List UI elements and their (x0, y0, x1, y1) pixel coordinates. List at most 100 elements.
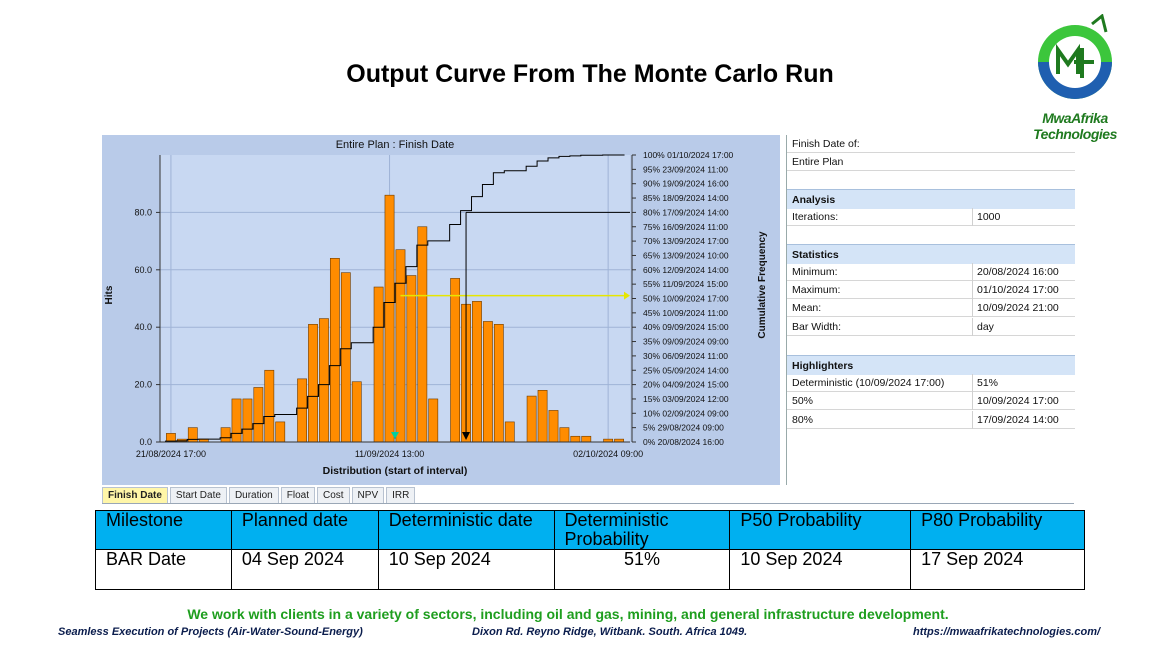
histogram-bar (340, 272, 351, 443)
bar-width-value: day (977, 321, 994, 333)
histogram-bar (526, 395, 537, 443)
cumulative-tick-label: 25% 05/09/2024 14:00 (643, 365, 729, 375)
highlighters-header-label: Highlighters (792, 360, 854, 372)
footer-slogan: Seamless Execution of Projects (Air-Wate… (58, 626, 363, 638)
cumulative-tick-label: 65% 13/09/2024 10:00 (643, 250, 729, 260)
cumulative-tick-label: 0% 20/08/2024 16:00 (643, 437, 724, 447)
histogram-bar (559, 427, 570, 443)
slide-title: Output Curve From The Monte Carlo Run (346, 60, 834, 88)
p80-arrow-down (462, 432, 471, 440)
p50-label: 50% (792, 395, 814, 407)
chart-title: Entire Plan : Finish Date (336, 139, 455, 151)
tab-divider (102, 503, 1074, 504)
histogram-bar (297, 378, 307, 443)
tagline: We work with clients in a variety of sec… (187, 606, 949, 622)
maximum-value: 01/10/2024 17:00 (977, 284, 1059, 296)
tab-cost[interactable]: Cost (316, 487, 350, 504)
minimum-row: Minimum: 20/08/2024 16:00 (787, 263, 1075, 281)
histogram-bar (493, 324, 504, 443)
analysis-header-label: Analysis (792, 194, 836, 206)
histogram-bar (220, 427, 231, 443)
p50-value: 10/09/2024 17:00 (977, 395, 1059, 407)
cumulative-frequency-line (164, 154, 625, 442)
y-tick-label: 40.0 (134, 322, 152, 332)
histogram-bar (242, 398, 253, 443)
header-milestone: Milestone (95, 510, 232, 550)
y-tick-label: 80.0 (134, 207, 152, 217)
cell-milestone: BAR Date (95, 549, 232, 590)
tab-finish-date[interactable]: Finish Date (102, 487, 168, 504)
header-p80-probability: P80 Probability (910, 510, 1085, 550)
cell-p50-date: 10 Sep 2024 (729, 549, 912, 590)
histogram-bar (253, 387, 264, 443)
cumulative-tick-label: 50% 10/09/2024 17:00 (643, 294, 729, 304)
header-deterministic-date: Deterministic date (377, 510, 555, 550)
tab-duration[interactable]: Duration (228, 487, 279, 504)
footer-address: Dixon Rd. Reyno Ridge, Witbank. South. A… (472, 626, 748, 638)
finish-date-of-row: Finish Date of: (787, 135, 1075, 153)
cumulative-tick-label: 100% 01/10/2024 17:00 (643, 150, 734, 160)
table-header-row: Milestone Planned date Deterministic dat… (95, 510, 1085, 550)
entire-plan-row: Entire Plan (787, 153, 1075, 171)
header-p50-probability: P50 Probability (729, 510, 912, 550)
cumulative-tick-label: 80% 17/09/2024 14:00 (643, 207, 729, 217)
histogram-bar (548, 410, 559, 443)
y-axis-label: Hits (104, 285, 115, 304)
tab-npv[interactable]: NPV (351, 487, 385, 504)
x-tick-label: 21/08/2024 17:00 (136, 449, 206, 459)
histogram-bar (329, 258, 340, 443)
histogram-bar (395, 249, 406, 443)
bar-width-row: Bar Width: day (787, 318, 1075, 336)
histogram-bar (570, 435, 581, 443)
histogram-bar (581, 435, 592, 443)
cumulative-tick-label: 55% 11/09/2024 15:00 (643, 279, 728, 289)
cumulative-tick-label: 15% 03/09/2024 12:00 (643, 394, 729, 404)
logo-emblem-icon (1038, 13, 1112, 99)
cumulative-tick-label: 35% 09/09/2024 09:00 (643, 337, 729, 347)
cumulative-tick-label: 5% 29/08/2024 09:00 (643, 423, 724, 433)
deterministic-label: Deterministic (10/09/2024 17:00) (792, 377, 945, 389)
tab-float[interactable]: Float (280, 487, 315, 504)
maximum-row: Maximum: 01/10/2024 17:00 (787, 281, 1075, 299)
finish-date-of-label: Finish Date of: (792, 138, 860, 150)
entire-plan-label: Entire Plan (792, 156, 844, 168)
company-logo: MwaAfrika Technologies (1010, 13, 1140, 142)
cumulative-tick-label: 40% 09/09/2024 15:00 (643, 322, 729, 332)
logo-text: MwaAfrika Technologies (1033, 110, 1117, 142)
histogram-bar (406, 275, 417, 443)
mean-value: 10/09/2024 21:00 (977, 302, 1059, 314)
histogram-bar (351, 381, 362, 443)
histogram-bar (504, 421, 515, 443)
histogram-bar (373, 286, 384, 443)
y-tick-label: 60.0 (134, 265, 152, 275)
table-row: BAR Date 04 Sep 2024 10 Sep 2024 51% 10 … (95, 549, 1085, 590)
footer-website-link[interactable]: https://mwaafrikatechnologies.com/ (913, 626, 1101, 638)
chart-canvas: 80.0 60.0 40.0 20.0 0.0 21/08/2024 17:00 11/09… (102, 135, 780, 485)
cumulative-tick-label: 70% 13/09/2024 17:00 (643, 236, 729, 246)
cumulative-tick-label: 85% 18/09/2024 14:00 (643, 193, 729, 203)
mean-label: Mean: (792, 302, 822, 314)
header-deterministic-probability: Deterministic Probability (553, 510, 731, 550)
cumulative-tick-label: 90% 19/09/2024 16:00 (643, 179, 729, 189)
cumulative-tick-label: 95% 23/09/2024 11:00 (643, 164, 728, 174)
histogram-bar (537, 390, 548, 443)
histogram-bar (231, 398, 242, 443)
cumulative-tick-label: 30% 06/09/2024 11:00 (643, 351, 728, 361)
x-tick-label: 11/09/2024 13:00 (355, 449, 424, 459)
monte-carlo-chart: 80.0 60.0 40.0 20.0 0.0 21/08/2024 17:00 11/09… (102, 135, 780, 485)
tab-start-date[interactable]: Start Date (169, 487, 227, 504)
iterations-row: Iterations: 1000 (787, 208, 1075, 226)
y-tick-label: 20.0 (134, 380, 152, 390)
cell-deterministic-probability: 51% (553, 549, 731, 590)
cell-deterministic-date: 10 Sep 2024 (377, 549, 555, 590)
cumulative-tick-label: 75% 16/09/2024 11:00 (643, 222, 728, 232)
deterministic-row: Deterministic (10/09/2024 17:00) 51% (787, 374, 1075, 392)
minimum-label: Minimum: (792, 266, 838, 278)
bar-width-label: Bar Width: (792, 321, 842, 333)
tab-irr[interactable]: IRR (386, 487, 416, 504)
cumulative-tick-label: 10% 02/09/2024 09:00 (643, 408, 729, 418)
p80-value: 17/09/2024 14:00 (977, 414, 1059, 426)
header-planned-date: Planned date (230, 510, 379, 550)
deterministic-arrow-down (391, 432, 399, 439)
